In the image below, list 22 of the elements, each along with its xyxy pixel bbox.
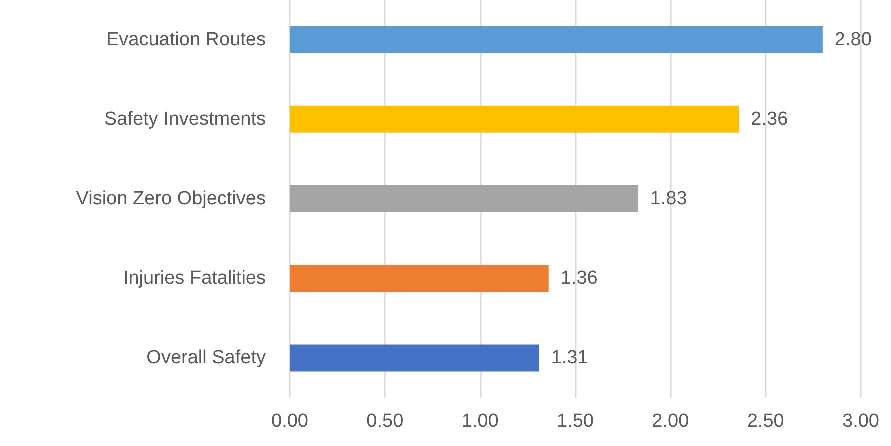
bar [290, 186, 638, 212]
x-tick-label: 0.00 [272, 411, 308, 432]
y-tick-label: Overall Safety [146, 348, 266, 369]
bar [290, 106, 740, 133]
data-label: 1.36 [560, 268, 598, 290]
x-tick-label: 1.50 [557, 411, 594, 432]
y-tick-label: Vision Zero Objectives [76, 188, 266, 210]
data-label: 1.83 [650, 188, 688, 210]
x-tick-label: 2.50 [747, 411, 784, 432]
x-tick-label: 2.00 [652, 411, 690, 432]
bar [290, 265, 549, 292]
y-tick-label: Injuries Fatalities [123, 268, 266, 290]
x-tick-label: 0.50 [366, 411, 404, 432]
y-tick-label: Evacuation Routes [106, 29, 266, 50]
y-tick-label: Safety Investments [104, 108, 266, 130]
data-label: 2.36 [751, 108, 788, 130]
bar [290, 344, 540, 372]
x-tick-label: 1.00 [462, 411, 499, 432]
bar [290, 26, 823, 54]
data-label: 2.80 [834, 29, 872, 50]
data-label: 1.31 [551, 348, 588, 369]
x-tick-label: 3.00 [842, 411, 880, 432]
